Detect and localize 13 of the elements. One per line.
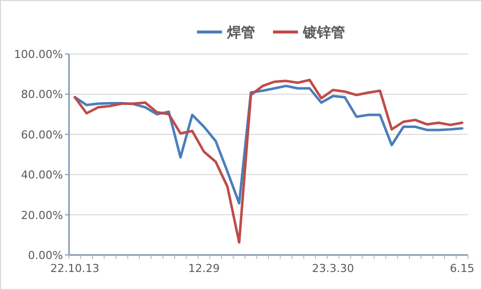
- y-tick-label: 20.00%: [21, 208, 63, 222]
- legend-label: 焊管: [226, 25, 255, 41]
- y-tick-label: 60.00%: [21, 128, 63, 142]
- y-tick-label: 40.00%: [21, 168, 63, 182]
- y-tick-label: 80.00%: [21, 88, 63, 102]
- y-tick-label: 0.00%: [28, 249, 63, 262]
- x-tick-label: 12.29: [188, 262, 220, 275]
- legend-label: 镀锌管: [302, 24, 345, 41]
- x-tick-label: 22.10.13: [50, 262, 100, 275]
- y-tick-label: 100.00%: [14, 48, 63, 61]
- x-tick-label: 23.3.30: [312, 262, 354, 275]
- x-tick-label: 6.15: [450, 262, 474, 275]
- line-series: [74, 78, 464, 244]
